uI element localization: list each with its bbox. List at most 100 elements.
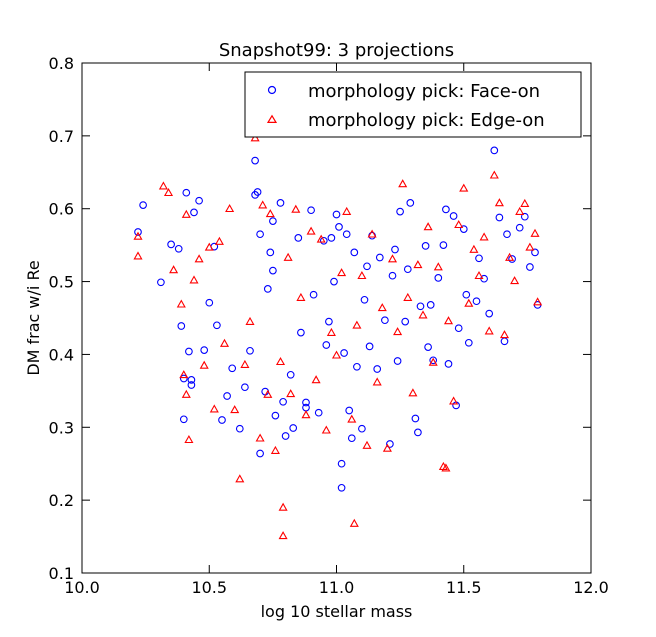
face-on-point xyxy=(235,424,244,433)
y-tick-label: 0.4 xyxy=(49,345,74,364)
edge-on-point xyxy=(398,179,408,188)
face-on-point xyxy=(271,411,280,420)
face-on-point xyxy=(294,234,303,242)
face-on-point xyxy=(332,210,341,219)
edge-on-point xyxy=(357,270,367,280)
edge-on-point xyxy=(179,370,189,379)
face-on-point xyxy=(325,317,333,326)
edge-on-point xyxy=(441,463,451,472)
face-on-point xyxy=(375,253,384,262)
edge-on-point xyxy=(515,206,525,215)
face-on-point xyxy=(195,196,203,205)
plot-markers xyxy=(133,133,543,540)
edge-on-point xyxy=(133,251,143,260)
face-on-point xyxy=(403,265,412,274)
edge-on-point xyxy=(342,206,352,215)
face-on-point xyxy=(256,449,264,458)
edge-on-point xyxy=(169,265,179,274)
edge-on-point xyxy=(245,316,255,325)
edge-on-point xyxy=(181,209,191,218)
edge-on-point xyxy=(459,183,469,192)
face-on-point xyxy=(286,370,295,379)
face-on-point xyxy=(157,278,165,287)
face-on-point xyxy=(515,223,524,232)
edge-on-point xyxy=(530,228,540,237)
edge-on-point xyxy=(433,262,443,271)
face-on-point xyxy=(179,374,188,383)
edge-on-point xyxy=(418,310,428,319)
edge-on-point xyxy=(337,268,347,277)
face-on-point xyxy=(391,245,399,254)
edge-on-point xyxy=(403,292,413,301)
face-on-point xyxy=(342,230,351,239)
edge-on-point xyxy=(352,320,362,329)
face-on-point xyxy=(179,415,188,424)
face-on-point xyxy=(363,262,371,271)
edge-on-point xyxy=(296,292,306,301)
legend: morphology pick: Face-on morphology pick… xyxy=(244,71,582,138)
face-on-point xyxy=(439,241,448,249)
face-on-point xyxy=(309,290,318,299)
face-on-point xyxy=(485,309,494,318)
edge-on-point xyxy=(209,404,219,413)
face-on-point xyxy=(297,328,305,337)
face-on-point xyxy=(314,408,323,417)
edge-on-point xyxy=(214,236,224,245)
x-axis-ticks: 10.0 10.5 11.0 11.5 12.0 xyxy=(64,63,609,597)
face-on-point xyxy=(452,401,460,410)
edge-on-point xyxy=(372,377,382,386)
edge-on-point xyxy=(235,474,245,483)
face-on-point xyxy=(319,236,328,245)
y-tick-label: 0.6 xyxy=(49,200,74,219)
edge-on-point xyxy=(469,244,479,253)
face-on-point xyxy=(187,376,196,384)
face-on-point xyxy=(335,223,343,231)
edge-on-point xyxy=(194,254,204,263)
face-on-point xyxy=(531,248,539,257)
edge-on-point xyxy=(250,133,260,142)
face-on-point xyxy=(187,381,196,389)
face-on-point xyxy=(246,346,254,355)
x-tick-label: 10.5 xyxy=(191,578,227,597)
edge-on-point xyxy=(533,297,543,306)
edge-on-point xyxy=(163,187,174,197)
y-tick-label: 0.3 xyxy=(49,418,74,437)
edge-on-point xyxy=(387,254,398,263)
y-tick-label: 0.8 xyxy=(49,54,74,73)
face-on-point xyxy=(223,392,231,400)
face-on-point xyxy=(279,397,287,406)
face-on-point xyxy=(167,240,175,249)
edge-on-point xyxy=(326,327,336,336)
edge-on-point xyxy=(286,389,296,398)
edge-on-point xyxy=(479,232,489,241)
face-on-point xyxy=(388,271,397,280)
edge-on-point xyxy=(263,389,273,398)
edge-on-point xyxy=(133,231,143,240)
edge-on-point xyxy=(176,299,186,308)
edge-on-point xyxy=(382,443,392,452)
face-on-point xyxy=(381,316,389,325)
face-on-point xyxy=(426,301,435,309)
face-on-point xyxy=(360,295,369,304)
edge-on-point xyxy=(428,357,438,366)
y-axis-label: DM frac w/i Re xyxy=(24,260,43,375)
face-on-point xyxy=(508,255,516,263)
face-on-point xyxy=(416,302,425,311)
face-on-point xyxy=(358,424,366,433)
edge-on-point xyxy=(283,252,293,261)
edge-on-point xyxy=(311,375,321,384)
face-on-point xyxy=(472,297,481,306)
edge-on-point xyxy=(204,242,214,251)
edge-on-point xyxy=(240,359,250,368)
face-on-point xyxy=(307,206,315,215)
edge-on-point xyxy=(454,219,464,229)
face-on-point xyxy=(251,156,259,165)
face-on-point xyxy=(327,234,336,242)
face-on-point xyxy=(365,342,374,351)
edge-on-point xyxy=(449,396,459,405)
edge-on-point xyxy=(464,298,474,307)
edge-on-point xyxy=(408,388,418,397)
face-on-point xyxy=(337,483,346,492)
edge-on-point xyxy=(270,445,280,454)
face-on-point xyxy=(424,343,432,351)
